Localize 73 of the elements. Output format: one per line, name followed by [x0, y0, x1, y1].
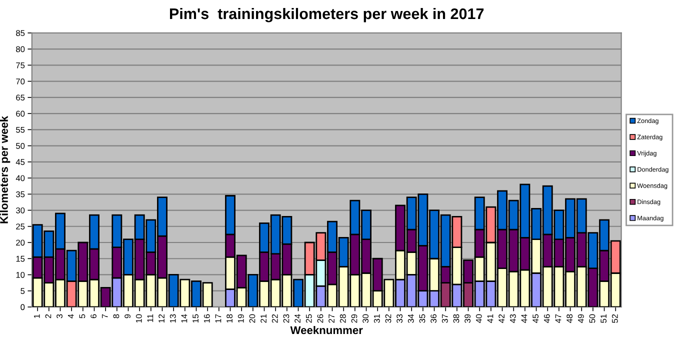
y-tick-label: 60: [16, 110, 25, 117]
x-tick-label: 12: [158, 314, 164, 323]
x-tick-label: 42: [498, 314, 504, 324]
y-tick-label: 80: [16, 46, 25, 52]
y-tick-label: 75: [16, 62, 25, 68]
x-tick-label: 6: [90, 314, 96, 318]
y-tick-label: 10: [16, 272, 25, 278]
x-tick-label: 22: [272, 314, 278, 323]
x-tick-label: 47: [555, 314, 562, 324]
y-tick-label: 85: [16, 30, 25, 36]
y-tick-label: 30: [16, 207, 25, 214]
x-tick-label: 31: [374, 314, 380, 323]
x-tick-label: 44: [521, 314, 528, 324]
y-tick-label: 50: [16, 142, 25, 149]
y-tick-label: 45: [16, 159, 25, 165]
y-tick-label: 40: [16, 175, 25, 182]
x-tick-label: 5: [79, 314, 86, 318]
y-tick-label: 20: [16, 240, 25, 246]
x-tick-label: 50: [589, 314, 596, 323]
x-tick-label: 41: [487, 314, 494, 324]
x-tick-label: 8: [113, 314, 120, 318]
x-tick-label: 23: [283, 314, 290, 323]
y-tick-label: 65: [16, 94, 25, 101]
x-tick-label: 18: [226, 314, 232, 323]
x-tick-label: 28: [340, 314, 346, 323]
x-tick-label: 24: [294, 314, 300, 323]
x-tick-label: 15: [192, 314, 198, 323]
x-tick-label: 33: [396, 314, 403, 323]
x-tick-label: 7: [102, 314, 108, 318]
x-tick-label: 43: [510, 314, 516, 324]
x-tick-label: 32: [385, 314, 392, 323]
x-tick-label: 4: [68, 314, 74, 318]
x-tick-label: 19: [238, 314, 244, 323]
y-tick-label: 0: [20, 304, 25, 310]
x-tick-label: 11: [147, 314, 154, 322]
x-tick-label: 37: [442, 314, 448, 323]
y-tick-label: 35: [16, 191, 25, 198]
x-tick-label: 21: [260, 314, 266, 323]
y-tick-label: 25: [16, 224, 25, 230]
x-tick-label: 40: [476, 314, 482, 324]
y-tick-label: 55: [16, 126, 25, 133]
x-tick-label: 3: [56, 314, 62, 318]
x-tick-label: 52: [612, 314, 618, 323]
x-tick-label: 29: [351, 314, 358, 323]
x-axis-title: Weeknummer: [290, 326, 363, 334]
y-axis-title: Kilometers per week: [0, 116, 10, 224]
x-tick-label: 2: [45, 314, 52, 318]
x-tick-label: 45: [532, 314, 539, 324]
y-tick-label: 15: [16, 256, 25, 262]
y-tick-label: 70: [16, 78, 25, 84]
x-tick-label: 30: [362, 314, 369, 323]
x-tick-label: 25: [306, 314, 312, 323]
x-tick-label: 48: [566, 314, 573, 324]
x-tick-label: 39: [464, 314, 471, 323]
x-tick-label: 38: [453, 314, 460, 323]
x-tick-label: 34: [408, 314, 414, 323]
x-tick-label: 13: [170, 314, 176, 323]
x-tick-label: 17: [215, 314, 222, 323]
chart-title: Pim's trainingskilometers per week in 2017: [170, 8, 484, 22]
x-tick-label: 46: [544, 314, 550, 324]
x-tick-label: 10: [136, 314, 142, 323]
x-tick-label: 26: [317, 314, 324, 323]
x-tick-label: 51: [600, 314, 607, 323]
x-tick-label: 20: [249, 314, 256, 323]
x-tick-label: 14: [181, 314, 188, 323]
x-tick-label: 36: [430, 314, 437, 323]
x-tick-label: 9: [124, 314, 130, 318]
x-tick-label: 1: [34, 314, 40, 318]
x-tick-label: 35: [419, 314, 426, 323]
y-tick-label: 5: [20, 288, 25, 294]
x-tick-label: 49: [578, 314, 584, 324]
x-tick-label: 16: [204, 314, 210, 323]
x-tick-label: 27: [328, 314, 334, 323]
